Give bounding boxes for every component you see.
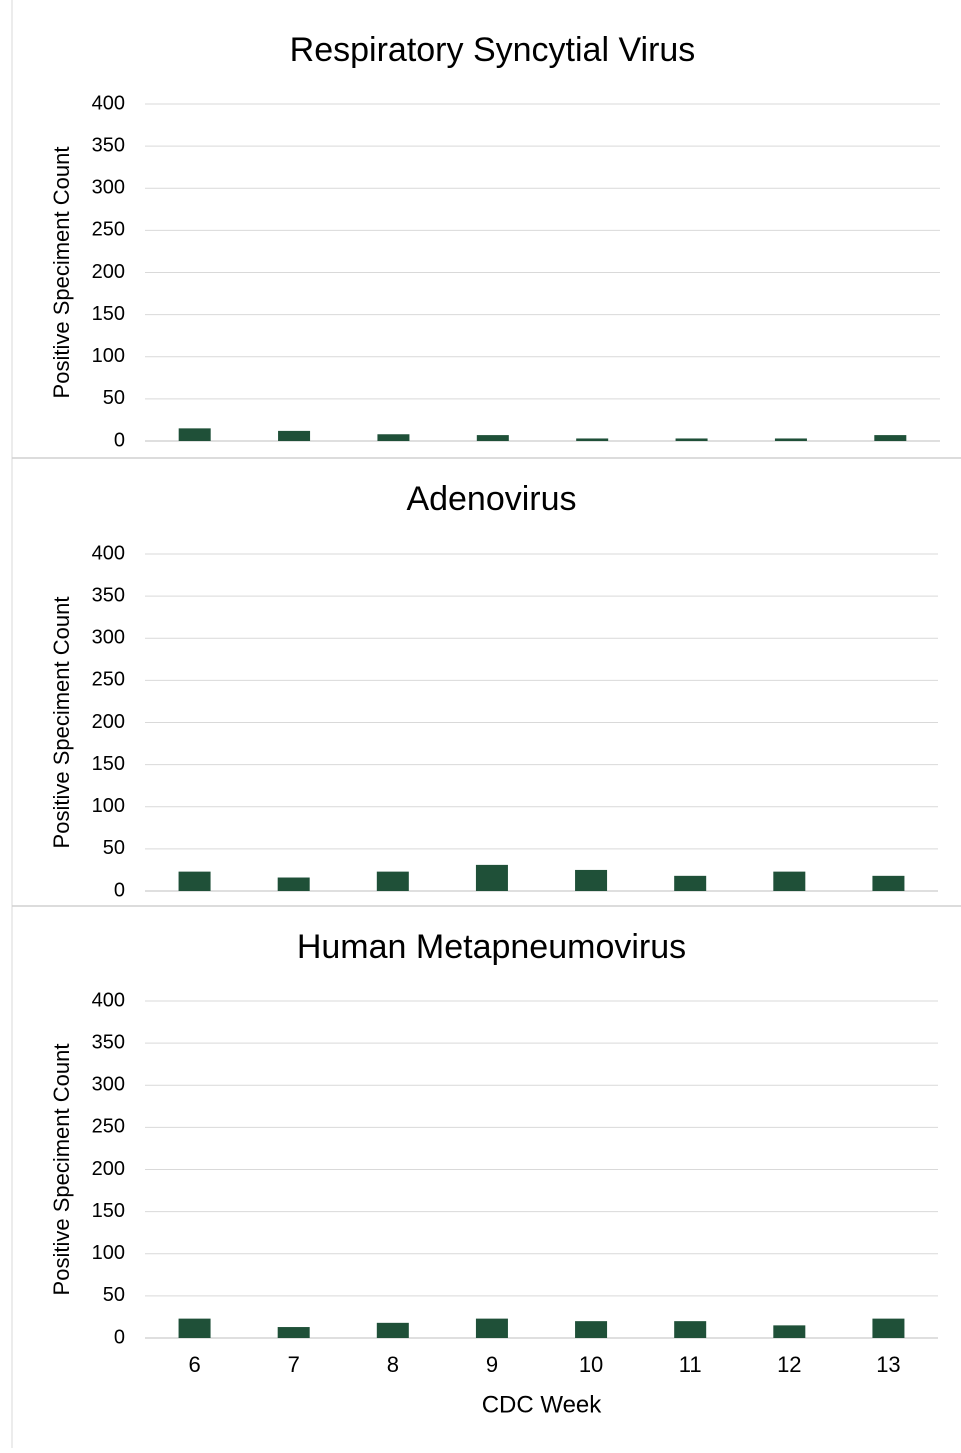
bar-week-8 [377, 434, 410, 441]
bar-week-11 [674, 1321, 707, 1338]
y-tick-label: 350 [92, 584, 125, 606]
y-axis-label: Positive Speciment Count [49, 147, 74, 399]
x-tick-label: 8 [387, 1352, 399, 1377]
y-tick-label: 250 [92, 669, 125, 691]
x-tick-label: 11 [679, 1352, 702, 1377]
bar-week-7 [278, 430, 311, 441]
chart-panel-2: Adenovirus 0 50 100 150 200 250 300 350 400 Positi… [49, 480, 938, 901]
panel-decor [11, 0, 961, 1448]
y-tick-label: 100 [92, 345, 125, 367]
bar-week-11 [675, 438, 708, 441]
y-tick-label: 0 [114, 429, 125, 451]
bar-week-11 [674, 875, 707, 891]
y-tick-label: 400 [92, 989, 125, 1011]
x-tick-label: 12 [777, 1352, 801, 1377]
bar-week-6 [178, 871, 211, 891]
bar-week-13 [872, 875, 905, 891]
bar-week-8 [376, 1322, 409, 1338]
y-tick-label: 250 [92, 1116, 125, 1138]
x-tick-label: 9 [486, 1352, 498, 1377]
y-tick-label: 200 [92, 261, 125, 283]
y-axis-label: Positive Speciment Count [49, 1044, 74, 1296]
chart-panel-3: Human Metapneumovirus 0 50 100 150 200 250 300 3… [49, 928, 938, 1418]
x-axis-label: CDC Week [482, 1391, 603, 1418]
x-tick-label: 6 [188, 1352, 200, 1377]
y-tick-label: 50 [103, 837, 125, 859]
bar-week-13 [872, 1318, 905, 1338]
bar-week-6 [178, 428, 211, 441]
y-tick-label: 200 [92, 711, 125, 733]
x-tick-label: 7 [288, 1352, 300, 1377]
bar-week-12 [773, 1325, 806, 1338]
y-tick-label: 100 [92, 795, 125, 817]
y-tick-label: 0 [114, 1326, 125, 1348]
y-tick-label: 350 [92, 134, 125, 156]
bar-week-6 [178, 1318, 211, 1338]
bar-week-9 [475, 864, 508, 891]
chart-title: Adenovirus [406, 480, 576, 518]
y-tick-label: 50 [103, 387, 125, 409]
chart-panels: Respiratory Syncytial Virus0501001502002… [49, 31, 940, 1418]
y-tick-label: 50 [103, 1284, 125, 1306]
chart-title: Human Metapneumovirus [297, 928, 686, 966]
y-tick-label: 300 [92, 627, 125, 649]
y-tick-label: 250 [92, 219, 125, 241]
bar-week-10 [576, 438, 609, 441]
chart-title: Respiratory Syncytial Virus [290, 31, 696, 69]
x-tick-label: 10 [579, 1352, 603, 1377]
bar-week-9 [476, 435, 509, 441]
bar-week-9 [475, 1318, 508, 1338]
y-tick-label: 0 [114, 879, 125, 901]
bar-week-12 [773, 871, 806, 891]
y-tick-label: 350 [92, 1031, 125, 1053]
y-tick-label: 200 [92, 1158, 125, 1180]
y-axis-label: Positive Speciment Count [49, 597, 74, 849]
bar-week-7 [277, 1327, 310, 1338]
y-tick-label: 150 [92, 303, 125, 325]
y-tick-label: 150 [92, 753, 125, 775]
bar-week-10 [575, 869, 608, 891]
y-tick-label: 100 [92, 1242, 125, 1264]
y-tick-label: 300 [92, 1074, 125, 1096]
bar-week-8 [376, 871, 409, 891]
bar-week-13 [874, 435, 907, 441]
bar-week-7 [277, 877, 310, 891]
bar-week-12 [774, 438, 807, 441]
bar-week-10 [575, 1321, 608, 1338]
x-tick-label: 13 [876, 1352, 900, 1377]
y-tick-label: 300 [92, 177, 125, 199]
y-tick-label: 400 [92, 92, 125, 114]
y-tick-label: 150 [92, 1200, 125, 1222]
y-tick-label: 400 [92, 542, 125, 564]
chart-panel-1: Respiratory Syncytial Virus 0 50 100 150 200 2… [49, 31, 940, 451]
